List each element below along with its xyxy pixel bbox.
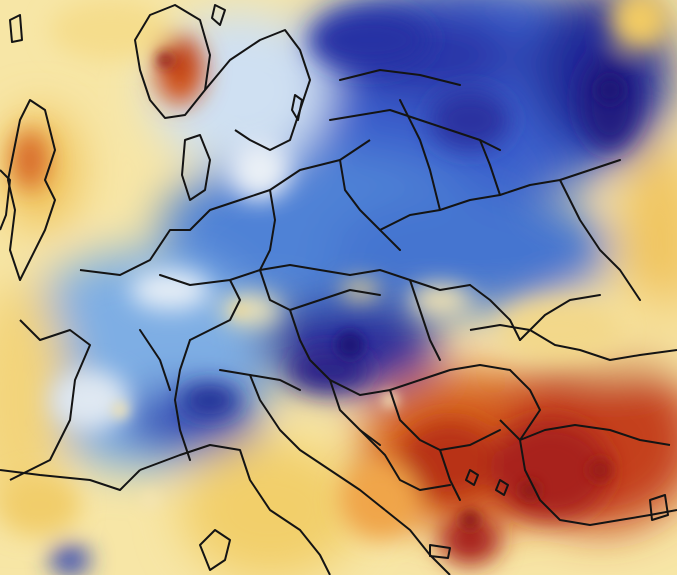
country-borders [139,69,641,501]
coastlines [0,4,677,575]
islands [9,4,669,559]
